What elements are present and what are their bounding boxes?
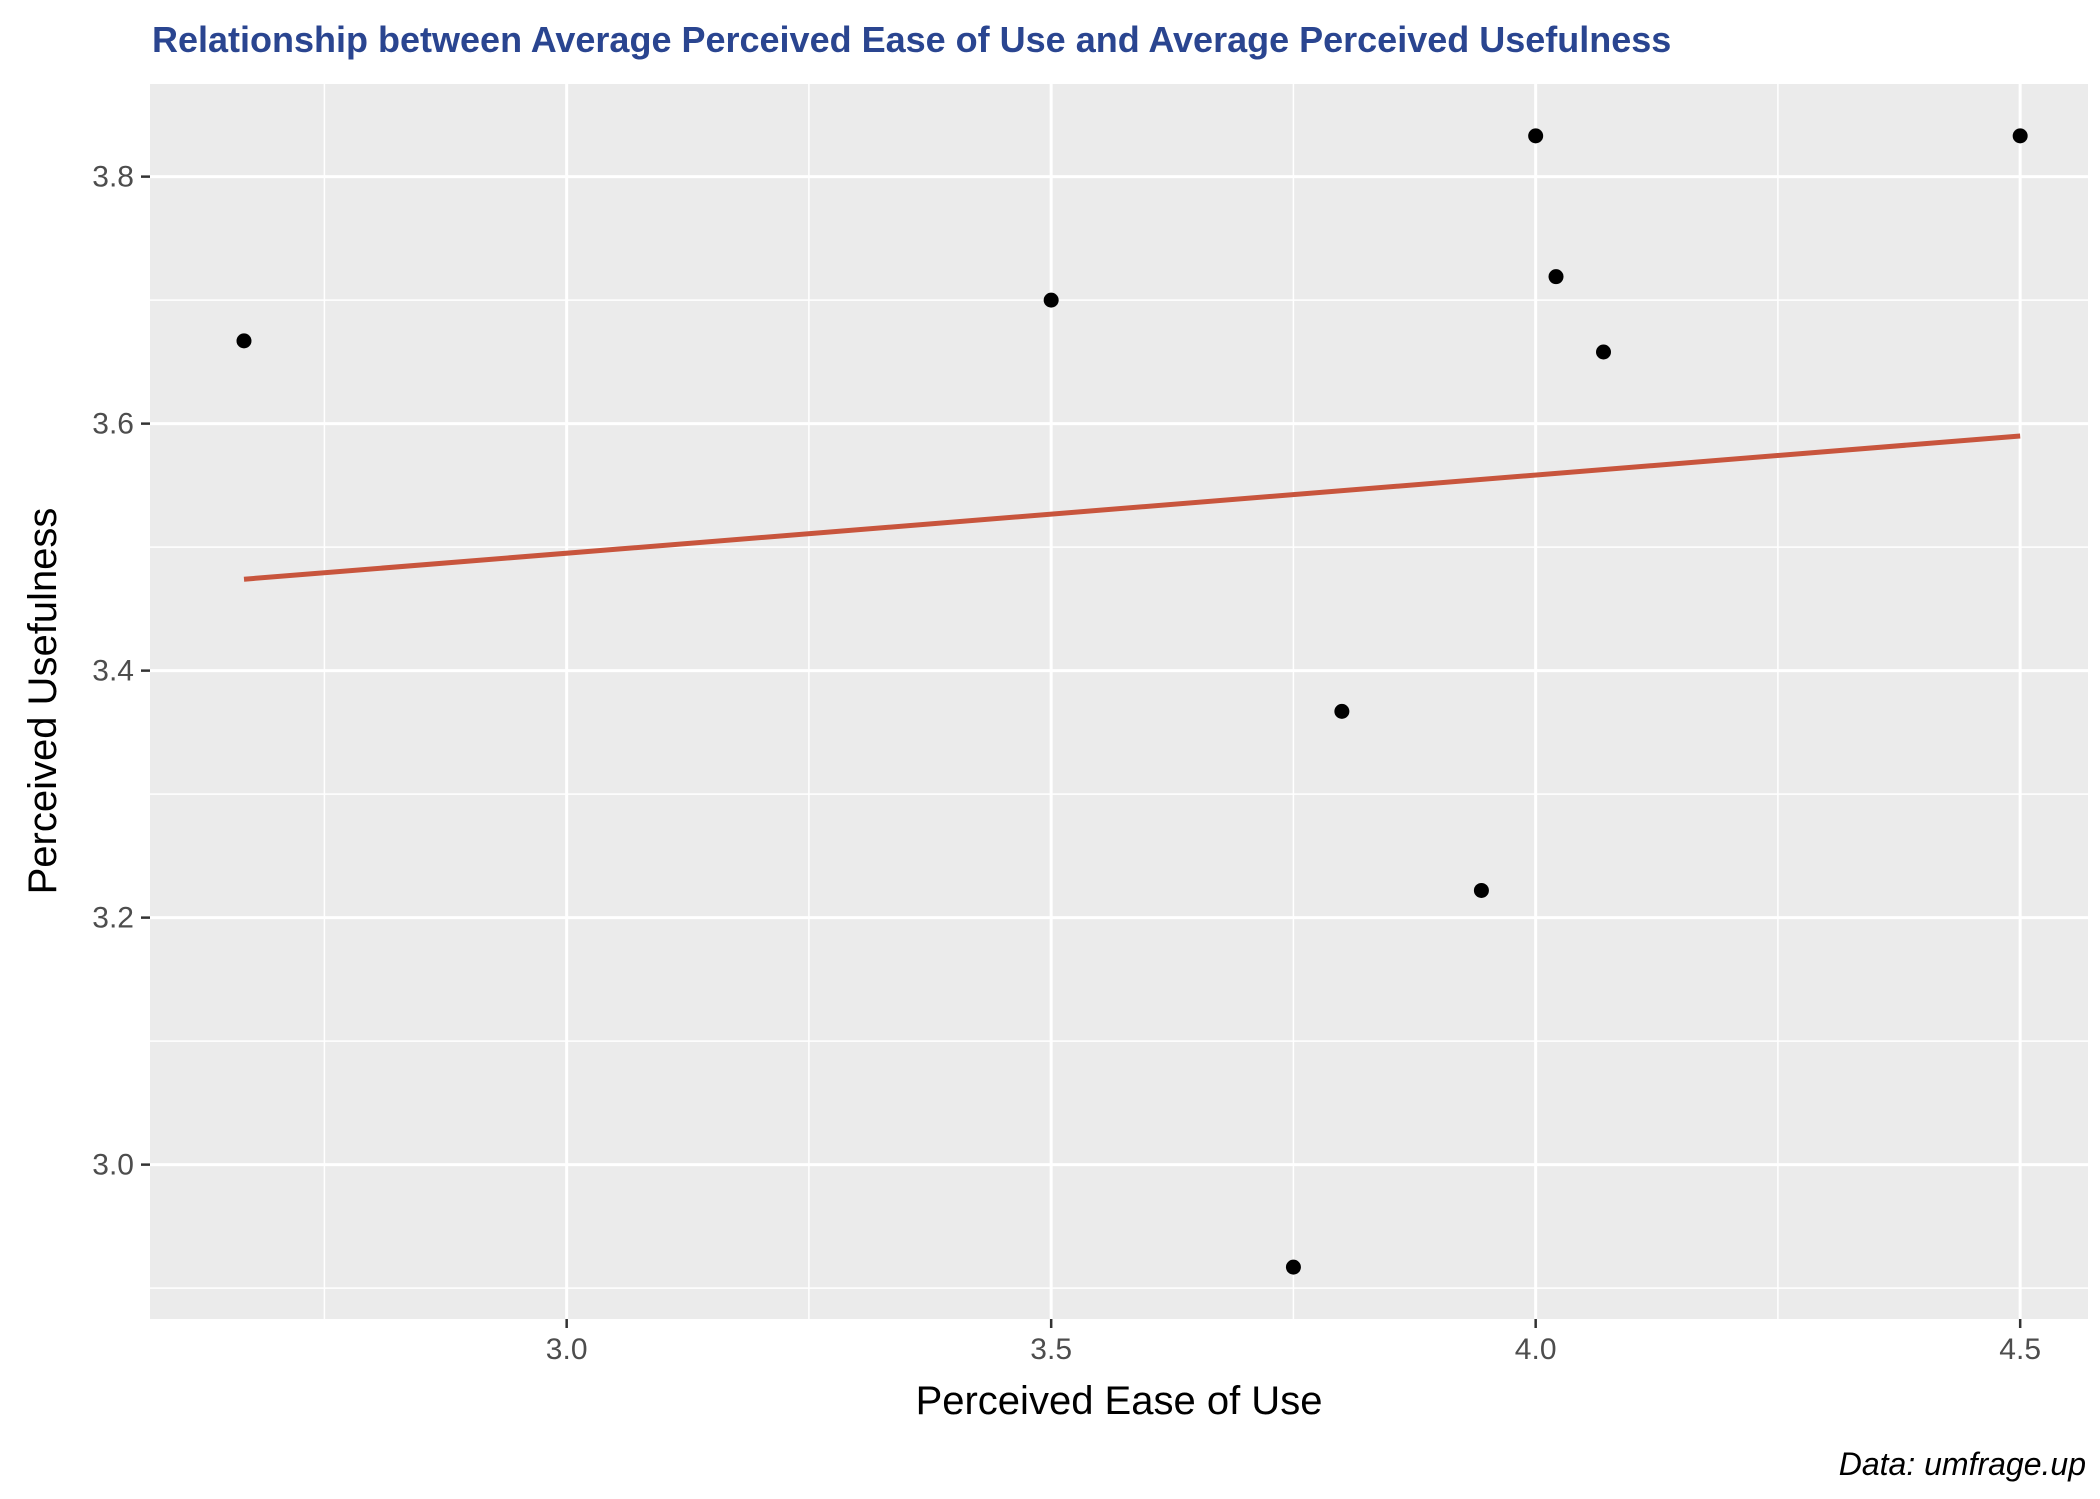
data-point [1548,269,1564,285]
y-tick-label: 3.0 [92,1149,134,1182]
x-tick-label: 3.5 [1030,1333,1072,1366]
x-tick-label: 3.0 [546,1333,588,1366]
grid-major [150,84,2088,1319]
data-point [1043,292,1059,308]
y-tick-label: 3.2 [92,902,134,935]
chart-title: Relationship between Average Perceived E… [152,19,1671,60]
y-axis-ticks: 3.0 3.2 3.4 3.6 3.8 [92,161,150,1182]
y-axis-title: Perceived Usefulness [21,508,65,895]
data-point [1285,1259,1301,1275]
x-tick-label: 4.5 [1999,1333,2041,1366]
x-axis-title: Perceived Ease of Use [916,1379,1323,1423]
x-axis-ticks: 3.0 3.5 4.0 4.5 [546,1319,2041,1366]
data-point [1473,882,1489,898]
y-tick-label: 3.6 [92,408,134,441]
trend-line [243,433,2021,582]
data-point [236,333,252,349]
data-point [1528,128,1544,144]
y-tick-label: 3.4 [92,655,134,688]
plot-panel [150,84,2088,1319]
data-point [1334,703,1350,719]
y-tick-label: 3.8 [92,161,134,194]
trend-line-group [243,433,2021,582]
chart-caption: Data: umfrage.up [1839,1446,2086,1482]
points-group [236,128,2028,1275]
x-tick-label: 4.0 [1515,1333,1557,1366]
grid-minor [150,84,2088,1319]
data-point [1596,344,1611,360]
data-point [2012,128,2028,144]
